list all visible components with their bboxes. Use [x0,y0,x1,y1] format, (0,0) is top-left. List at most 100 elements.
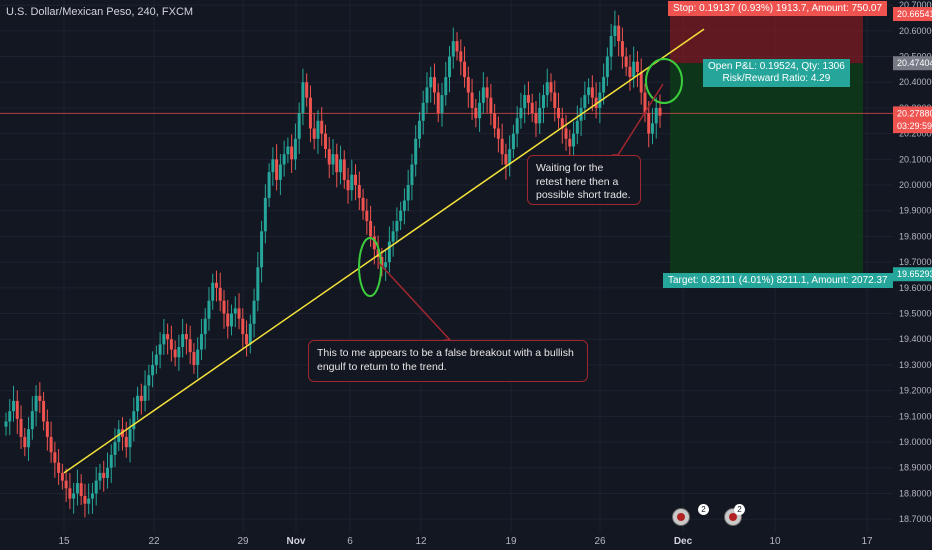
candle-body [286,146,290,155]
candle-body [583,95,587,108]
candle-body [451,41,455,57]
candle-body [222,300,226,314]
candle-body [369,221,373,237]
candle-body [166,334,170,340]
candle-body [643,92,647,114]
candle-body [139,395,143,401]
event-flag-icon[interactable] [672,508,690,526]
candle-body [526,95,530,103]
candle-body [94,480,98,494]
candle-body [650,123,654,134]
price-tag-label: 20.66541 [897,9,932,19]
candle-body [365,210,369,222]
candle-body [102,472,106,479]
candle-body [391,231,395,242]
candle-body [109,454,113,468]
candle-body [260,231,264,268]
candle-body [474,107,478,119]
candle-body [354,174,358,186]
candle-body [587,87,591,96]
candle-body [267,172,271,198]
candle-body [448,56,452,78]
trendline [63,28,705,474]
candle-body [635,61,639,72]
price-tag [893,106,932,121]
candle-body [278,164,282,180]
candle-body [455,41,459,52]
price-tag-label: 20.27880 [897,108,932,118]
candle-body [15,400,19,419]
candle-body [617,25,621,42]
candle-body [147,375,151,386]
candle-body [339,159,343,173]
candle-body [49,436,53,453]
candle-body [290,146,294,160]
candle-body [45,421,49,437]
price-tick-label: 19.40000 [899,334,932,344]
chart-grid [0,0,893,532]
candle-body [410,164,414,186]
candle-body [380,257,384,268]
price-tick-label: 19.60000 [899,283,932,293]
candle-body [647,113,651,134]
candle-body [496,128,500,139]
candle-body [282,154,286,165]
time-tick-label: Dec [674,536,693,547]
candle-body [8,411,12,422]
candle-body [188,339,192,353]
candle-body [620,41,624,57]
price-tag [893,119,932,134]
price-tick-label: 18.70000 [899,514,932,524]
candle-body [64,480,68,489]
candle-body [594,97,598,108]
candle-body [184,334,188,340]
price-tick-label: 18.80000 [899,488,932,498]
time-tick-label: 29 [237,536,249,547]
candle-body [432,77,436,93]
candle-body [34,395,38,412]
stop-label: Stop: 0.19137 (0.93%) 1913.7, Amount: 75… [668,1,888,16]
candle-body [553,92,557,108]
candle-body [357,185,361,198]
candle-body [425,87,429,103]
candle-body [83,496,87,504]
candle-body [218,287,222,301]
price-tick-label: 20.70000 [899,0,932,10]
time-tick-label: 15 [58,536,70,547]
retest-callout[interactable]: Waiting for the retest here then a possi… [527,155,641,205]
candle-body [23,436,27,448]
candle-body [429,77,433,88]
candle-body [75,483,79,494]
candle-body [575,120,579,134]
candle-body [181,334,185,347]
candle-body [4,421,8,427]
candle-body [557,107,561,119]
candle-body [489,97,493,114]
candle-body [177,346,181,358]
price-tick-label: 20.00000 [899,180,932,190]
candle-body [590,87,594,98]
candle-body [305,82,309,98]
candle-body [459,51,463,62]
candle-body [211,282,215,301]
candle-body [534,113,538,124]
candle-body [214,282,218,288]
price-tag-label: 19.65293 [897,269,932,279]
candle-body [609,35,613,57]
price-tick-label: 19.90000 [899,206,932,216]
breakout-callout[interactable]: This to me appears to be a false breakou… [308,340,588,382]
candle-body [57,462,61,473]
candle-body [42,400,46,422]
retest-circle-icon [645,58,683,104]
candle-body [384,262,388,268]
candle-body [275,159,279,180]
candle-body [372,236,376,250]
candle-body [519,107,523,119]
candle-body [143,385,147,401]
candle-body [256,267,260,301]
price-tick-label: 18.90000 [899,463,932,473]
target-label: Target: 0.82111 (4.01%) 8211.1, Amount: … [663,273,893,288]
event-count-badge: 2 [734,504,745,515]
time-axis-bg [0,532,932,550]
